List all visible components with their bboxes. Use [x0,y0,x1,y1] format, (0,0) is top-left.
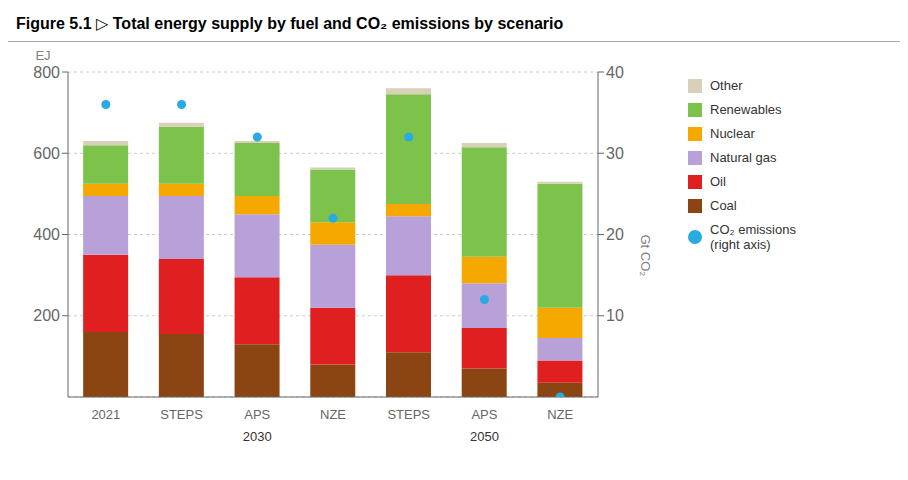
svg-text:NZE: NZE [320,407,346,422]
html-text:Coal: Coal [710,198,737,213]
svg-text:10: 10 [606,307,624,324]
svg-text:2030: 2030 [243,429,272,444]
html-text:Oil: Oil [710,174,726,189]
svg-text:EJ: EJ [35,48,50,63]
html-text:Natural gas: Natural gas [710,150,777,165]
html-text:CO₂ emissions (right axis): CO₂ emissions (right axis) [710,222,796,252]
svg-text:30: 30 [606,145,624,162]
svg-text:400: 400 [33,226,60,243]
svg-text:STEPS: STEPS [160,407,203,422]
svg-text:600: 600 [33,145,60,162]
svg-text:40: 40 [606,64,624,81]
html-text:Nuclear: Nuclear [710,126,755,141]
html-text:Other: Other [710,78,743,93]
svg-text:20: 20 [606,226,624,243]
html-text:Renewables: Renewables [710,102,782,117]
svg-text:2021: 2021 [91,407,120,422]
svg-text:NZE: NZE [547,407,573,422]
svg-text:APS: APS [471,407,497,422]
svg-text:800: 800 [33,64,60,81]
html-text:Figure 5.1 ▷ Total energy supp: Figure 5.1 ▷ Total energy supply by fuel… [16,15,564,32]
svg-text:STEPS: STEPS [387,407,430,422]
svg-text:200: 200 [33,307,60,324]
svg-text:Gt CO₂: Gt CO₂ [638,235,653,277]
svg-text:APS: APS [244,407,270,422]
svg-text:2050: 2050 [470,429,499,444]
